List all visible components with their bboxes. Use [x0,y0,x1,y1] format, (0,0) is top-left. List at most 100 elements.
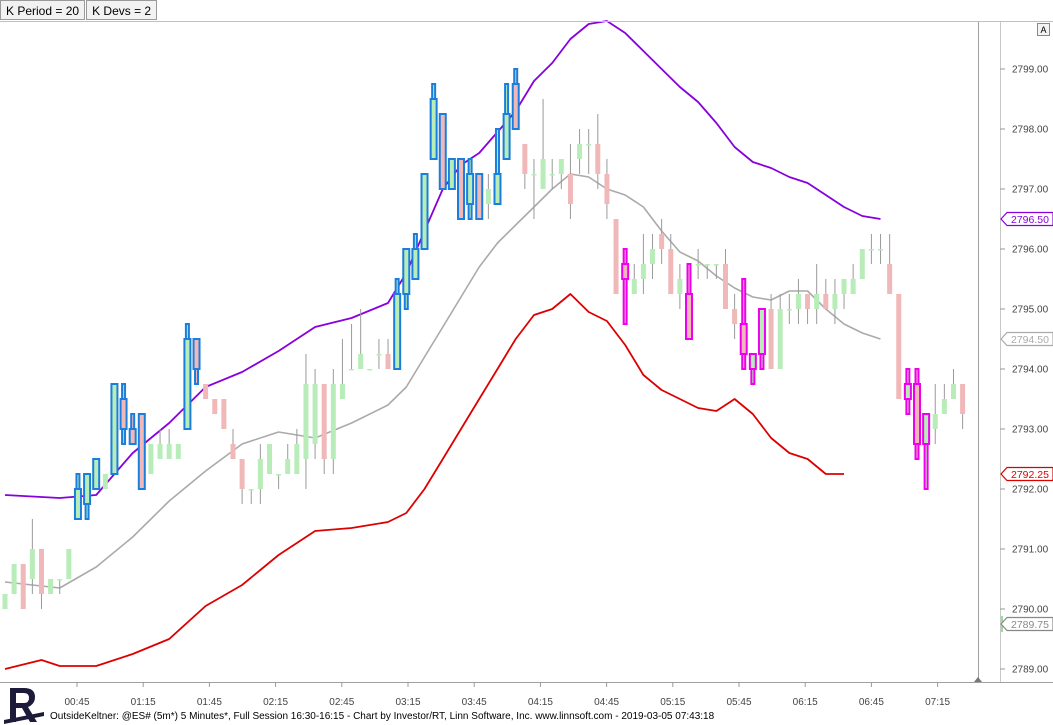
candle-body [531,174,537,176]
candle [166,429,172,459]
candle-body [119,398,128,430]
candle [83,473,92,520]
y-tick-label: 2792.00 [1012,485,1049,496]
x-tick-label: 00:45 [64,697,89,708]
candle-body [66,549,72,579]
y-tick-label: 2794.00 [1012,365,1049,376]
candle-body [420,173,429,250]
candle [92,458,101,490]
candle-body [48,579,54,594]
candle [685,263,693,340]
candle-body [631,279,637,294]
candle [38,549,44,609]
candle-body [887,264,893,294]
candle-body [677,279,683,294]
k-devs-button[interactable]: K Devs = 2 [86,0,158,20]
price-label-box [1000,466,1053,482]
candle-body [73,488,82,520]
candle-body [385,354,391,369]
candle [850,264,856,294]
candle [640,234,646,294]
candle [567,144,573,219]
candle-body [102,474,108,489]
candle-body [850,279,856,294]
candle [621,248,630,325]
candle-body [777,309,783,369]
price-label-box [1000,211,1053,227]
price-label-text: 2794.50 [1011,334,1049,346]
candle [128,413,137,445]
candle-wick [622,248,628,325]
candle-body [157,444,163,459]
candle-body [932,414,938,429]
candle [922,413,931,490]
candle-body [402,248,411,295]
candle-body [823,294,829,309]
candle-body [128,428,137,445]
candle [266,444,272,474]
candle-body [83,473,92,505]
candle-body [57,579,63,581]
candle [257,444,263,504]
candle-body [376,354,382,356]
candle-body [640,264,646,279]
candle [695,249,701,279]
candle-body [137,413,146,490]
candle-body [266,444,272,474]
scroll-marker-icon [974,677,982,682]
candle [932,384,938,444]
candle-body [2,594,8,609]
candle [704,264,710,279]
candle [385,339,391,369]
candle-body [786,309,792,311]
price-label-lower: 2792.25 [1000,466,1053,482]
x-tick-label: 06:45 [859,697,884,708]
candle [457,158,465,220]
candle-body [595,144,601,174]
y-tick-label: 2799.00 [1012,65,1049,76]
axes: 2789.00 2790.00 2791.00 2792.00 2793.00 2794.… [0,21,1053,708]
candle-body [878,249,884,251]
candle-body [294,444,300,474]
candle-body [613,219,619,294]
candle-body [367,369,373,371]
candle [659,219,665,264]
candle [757,308,766,370]
candle-body [896,294,902,399]
y-tick-label: 2793.00 [1012,425,1049,436]
candle [73,473,82,520]
candle [668,234,674,294]
candle [502,83,511,160]
candle [221,399,227,429]
candle-body [175,444,181,459]
candle-body [668,249,674,294]
candle [48,579,54,594]
candle [239,459,245,504]
candle [212,399,218,414]
candle-body [349,369,355,371]
candle [230,429,236,459]
candle-body [859,249,865,279]
candle [540,99,546,189]
candle [887,234,893,294]
candle-body [748,353,757,370]
candle-body [567,174,573,204]
candle [493,128,502,205]
candle-body [312,384,318,444]
candle [777,294,783,369]
candle [148,444,154,474]
candle-body [20,564,26,609]
candle-body [38,549,44,594]
candle [814,264,820,324]
candle [748,353,757,385]
autoscale-button[interactable]: A [1037,23,1050,36]
candle-body [502,113,511,160]
candle-body [92,458,101,490]
candle [511,68,520,130]
candle-body [586,144,592,146]
k-period-button[interactable]: K Period = 20 [0,0,86,20]
candle [722,249,728,309]
keltner-bands [4,20,881,670]
candle-body [11,564,17,594]
